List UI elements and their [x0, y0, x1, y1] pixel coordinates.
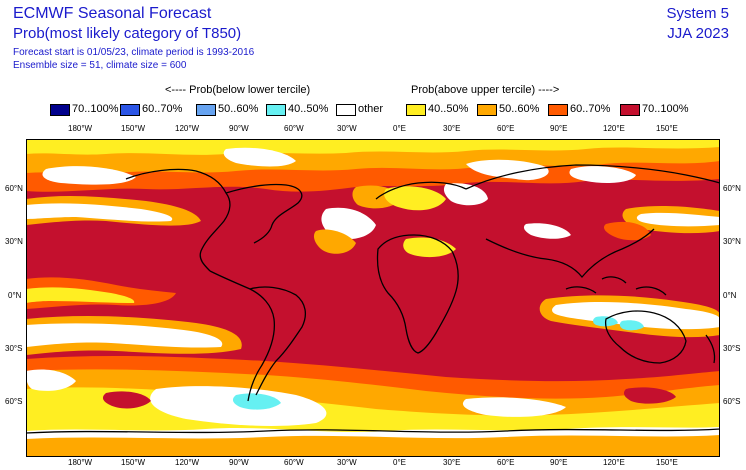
prob-60-70-region — [603, 221, 651, 241]
lon-tick-bottom: 90°W — [229, 458, 249, 467]
lon-tick-bottom: 180°W — [68, 458, 93, 467]
prob-70-100-region — [623, 387, 676, 404]
other-region — [443, 183, 488, 206]
lon-tick-bottom: 30°E — [443, 458, 461, 467]
prob-40-50-region — [26, 139, 720, 155]
legend-swatch — [50, 104, 70, 116]
prob-50-60-region — [26, 435, 720, 457]
lon-tick-top: 60°W — [284, 124, 304, 133]
antarctica-coast — [26, 428, 720, 434]
lon-tick-top: 90°E — [550, 124, 568, 133]
other-region — [26, 323, 223, 348]
legend-below-caption: <---- Prob(below lower tercile) — [165, 84, 311, 96]
north-america-east-coast — [225, 183, 303, 244]
legend-swatch — [406, 104, 426, 116]
other-region — [462, 397, 566, 417]
map-subtitle: Prob(most likely category of T850) — [13, 25, 242, 42]
indonesia-coast — [565, 276, 667, 296]
other-region — [26, 203, 173, 222]
other-region — [466, 159, 549, 181]
lon-tick-bottom: 120°E — [603, 458, 625, 467]
lon-tick-top: 30°E — [443, 124, 461, 133]
prob-70-100-region — [102, 391, 151, 409]
south-america-east-coast — [249, 286, 307, 396]
lat-tick-left: 30°S — [5, 344, 23, 353]
lat-tick-left: 60°N — [5, 184, 23, 193]
lon-tick-bottom: 150°W — [121, 458, 146, 467]
lon-tick-top: 150°W — [121, 124, 146, 133]
legend-label: 40..50% — [428, 103, 469, 115]
lon-tick-top: 0°E — [393, 124, 406, 133]
other-region — [552, 302, 720, 330]
lat-tick-right: 60°S — [723, 397, 741, 406]
lat-tick-right: 60°N — [723, 184, 741, 193]
new-zealand-coast — [705, 334, 716, 364]
legend-above-caption: Prob(above upper tercile) ----> — [411, 84, 560, 96]
legend-swatch — [336, 104, 356, 116]
prob-40-50-region — [26, 287, 135, 303]
south-america-coast — [209, 270, 276, 402]
legend-label: 70..100% — [72, 103, 119, 115]
lon-tick-top: 120°W — [175, 124, 200, 133]
prob-40-50-region — [384, 186, 446, 211]
ensemble-info: Ensemble size = 51, climate size = 600 — [13, 60, 187, 71]
legend-label: 70..100% — [642, 103, 689, 115]
legend-label: 60..70% — [142, 103, 183, 115]
legend-swatch — [548, 104, 568, 116]
lat-tick-left: 60°S — [5, 397, 23, 406]
europe-coast — [375, 181, 467, 200]
legend-label: 50..60% — [218, 103, 259, 115]
map-frame — [26, 139, 720, 457]
legend-label: 50..60% — [499, 103, 540, 115]
legend-label: 60..70% — [570, 103, 611, 115]
lon-tick-top: 120°E — [603, 124, 625, 133]
other-region — [523, 223, 571, 239]
lon-tick-bottom: 0°E — [393, 458, 406, 467]
other-region — [569, 166, 636, 183]
other-region — [42, 166, 136, 185]
legend-swatch — [120, 104, 140, 116]
africa-coast — [376, 234, 459, 354]
lon-tick-top: 150°E — [656, 124, 678, 133]
other-region — [26, 369, 76, 391]
lon-tick-bottom: 120°W — [175, 458, 200, 467]
lon-tick-top: 30°W — [337, 124, 357, 133]
lat-tick-left: 30°N — [5, 237, 23, 246]
lon-tick-top: 180°W — [68, 124, 93, 133]
below-40-50-region — [232, 393, 281, 410]
below-40-50-region — [619, 320, 644, 331]
system-label: System 5 — [666, 5, 729, 22]
lon-tick-top: 90°W — [229, 124, 249, 133]
legend-swatch — [620, 104, 640, 116]
lon-tick-bottom: 30°W — [337, 458, 357, 467]
other-region — [223, 147, 296, 167]
lat-tick-right: 0°N — [723, 291, 737, 300]
map-title: ECMWF Seasonal Forecast — [13, 5, 212, 22]
asia-south-coast — [485, 228, 655, 279]
legend-swatch — [266, 104, 286, 116]
lat-tick-right: 30°N — [723, 237, 741, 246]
forecast-map — [26, 139, 720, 457]
lon-tick-bottom: 150°E — [656, 458, 678, 467]
coastlines — [26, 164, 720, 434]
lon-tick-bottom: 60°E — [497, 458, 515, 467]
forecast-info: Forecast start is 01/05/23, climate peri… — [13, 47, 255, 58]
lat-tick-left: 0°N — [8, 291, 22, 300]
asia-north-coast — [465, 164, 720, 190]
legend-label: other — [358, 103, 384, 115]
north-america-coast — [125, 168, 231, 272]
australia-coast — [604, 310, 687, 364]
prob-50-60-region — [313, 229, 356, 254]
lon-tick-bottom: 90°E — [550, 458, 568, 467]
season-label: JJA 2023 — [667, 25, 729, 42]
lon-tick-bottom: 60°W — [284, 458, 304, 467]
legend-label: 40..50% — [288, 103, 329, 115]
legend-swatch — [196, 104, 216, 116]
lon-tick-top: 60°E — [497, 124, 515, 133]
other-region — [636, 212, 720, 227]
legend-swatch — [477, 104, 497, 116]
lat-tick-right: 30°S — [723, 344, 741, 353]
